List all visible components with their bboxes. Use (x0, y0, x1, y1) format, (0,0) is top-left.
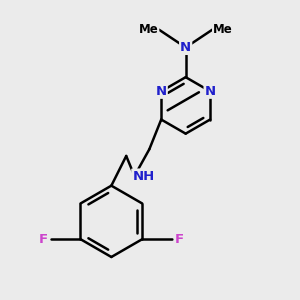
Text: N: N (156, 85, 167, 98)
Text: N: N (180, 41, 191, 54)
Text: Me: Me (139, 23, 158, 36)
Text: F: F (175, 233, 184, 246)
Text: N: N (205, 85, 216, 98)
Text: NH: NH (132, 169, 154, 182)
Text: F: F (39, 233, 48, 246)
Text: Me: Me (213, 23, 233, 36)
